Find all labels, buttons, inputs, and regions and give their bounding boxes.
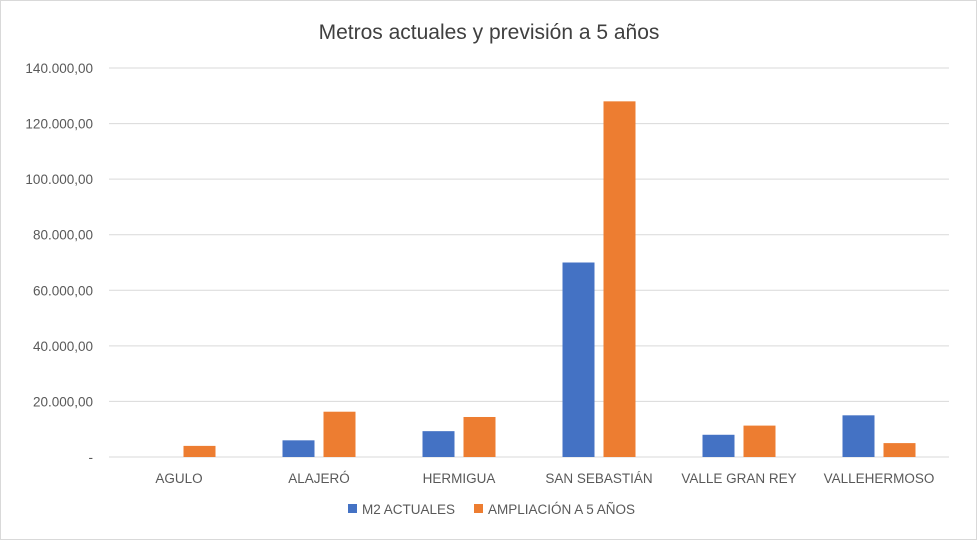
legend-label: AMPLIACIÓN A 5 AÑOS — [488, 502, 635, 517]
x-category-label: SAN SEBASTIÁN — [545, 471, 652, 486]
bar-m2-actuales-2 — [422, 431, 455, 457]
y-tick-label: 120.000,00 — [25, 117, 93, 132]
legend-swatch — [348, 504, 357, 513]
bar-ampliacion-5 — [883, 443, 916, 457]
bar-m2-actuales-1 — [282, 440, 315, 457]
bar-ampliacion-4 — [743, 425, 776, 457]
y-tick-label: 100.000,00 — [25, 172, 93, 187]
x-category-label: HERMIGUA — [423, 471, 496, 486]
y-tick-label: 140.000,00 — [25, 61, 93, 76]
bar-m2-actuales-3 — [562, 262, 595, 457]
legend: M2 ACTUALES AMPLIACIÓN A 5 AÑOS — [348, 502, 635, 517]
x-category-label: AGULO — [155, 471, 202, 486]
y-tick-label: 20.000,00 — [33, 394, 93, 409]
chart-title: Metros actuales y previsión a 5 años — [319, 21, 660, 44]
bar-ampliacion-0 — [183, 445, 216, 457]
x-category-label: VALLE GRAN REY — [681, 471, 796, 486]
bar-ampliacion-1 — [323, 411, 356, 457]
bars — [183, 101, 916, 457]
y-tick-label: 60.000,00 — [33, 283, 93, 298]
x-category-label: ALAJERÓ — [288, 471, 350, 486]
bar-m2-actuales-5 — [842, 415, 875, 457]
gridlines — [109, 67, 949, 458]
x-category-label: VALLEHERMOSO — [824, 471, 935, 486]
y-tick-label: 80.000,00 — [33, 228, 93, 243]
bar-ampliacion-2 — [463, 416, 496, 457]
bar-ampliacion-3 — [603, 101, 636, 457]
legend-swatch — [474, 504, 483, 513]
x-axis-categories: AGULO ALAJERÓ HERMIGUA SAN SEBASTIÁN VALLE G… — [155, 471, 934, 486]
bar-m2-actuales-4 — [702, 434, 735, 457]
y-axis-ticks: - 20.000,00 40.000,00 60.000,00 80.000,00 100… — [25, 61, 93, 465]
y-tick-label: - — [89, 450, 94, 465]
legend-label: M2 ACTUALES — [362, 502, 455, 517]
y-tick-label: 40.000,00 — [33, 339, 93, 354]
